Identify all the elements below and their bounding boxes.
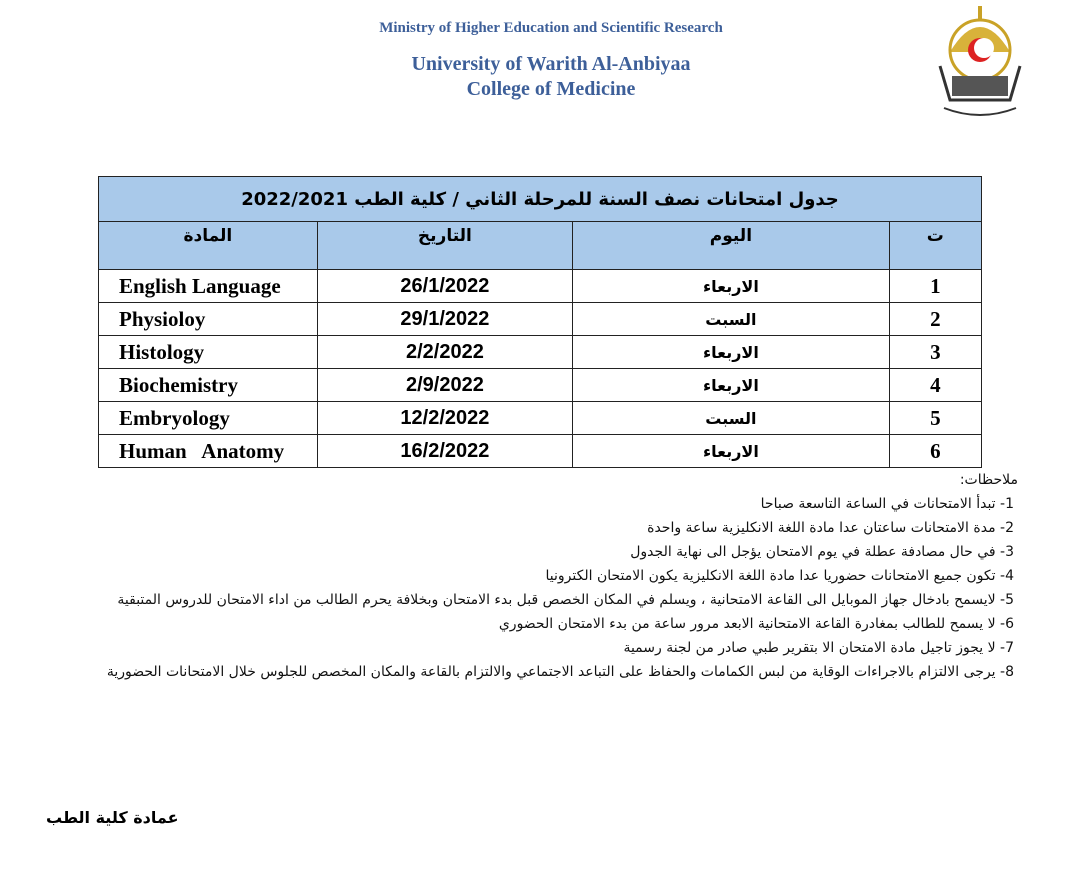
- table-cell: Embryology: [98, 401, 318, 435]
- column-header: المادة: [98, 221, 318, 270]
- table-cell: الاربعاء: [572, 335, 890, 369]
- table-cell: 4: [888, 368, 983, 402]
- university: University of Warith Al-Anbiyaa: [411, 53, 691, 75]
- table-cell: 5: [888, 401, 983, 435]
- table-cell: السبت: [572, 302, 890, 336]
- table-cell: 6: [888, 434, 983, 468]
- table-row: Human Anatomy 16/2/2022 الاربعاء 6: [98, 434, 983, 468]
- table-cell: السبت: [572, 401, 890, 435]
- note-item: 2- مدة الامتحانات ساعتان عدا مادة اللغة …: [647, 520, 1014, 536]
- table-row: Biochemistry 2/9/2022 الاربعاء 4: [98, 368, 983, 402]
- table-cell: Histology: [98, 335, 318, 369]
- table-row: English Language 26/1/2022 الاربعاء 1: [98, 269, 983, 303]
- signature: عمادة كلية الطب: [46, 808, 179, 827]
- table-cell: الاربعاء: [572, 368, 890, 402]
- column-header: اليوم: [572, 221, 890, 270]
- note-item: 1- تبدأ الامتحانات في الساعة التاسعة صبا…: [760, 496, 1014, 512]
- note-item: 5- لايسمح بادخال جهاز الموبايل الى القاع…: [117, 592, 1014, 608]
- note-item: 4- تكون جميع الامتحانات حضوريا عدا مادة …: [545, 568, 1014, 584]
- table-cell: الاربعاء: [572, 269, 890, 303]
- table-cell: 12/2/2022: [316, 401, 574, 435]
- table-cell: 29/1/2022: [316, 302, 574, 336]
- table-row: Physioloy 29/1/2022 السبت 2: [98, 302, 983, 336]
- notes-list: 1- تبدأ الامتحانات في الساعة التاسعة صبا…: [44, 492, 1014, 684]
- table-cell: Biochemistry: [98, 368, 318, 402]
- table-cell: 26/1/2022: [316, 269, 574, 303]
- table-cell: 3: [888, 335, 983, 369]
- notes-label: ملاحظات:: [959, 472, 1018, 488]
- column-header: ت: [888, 221, 983, 270]
- note-item: 8- يرجى الالتزام بالاجراءات الوقاية من ل…: [106, 664, 1014, 680]
- title-row: جدول امتحانات نصف السنة للمرحلة الثاني /…: [98, 176, 982, 222]
- header-row: المادة التاريخ اليوم ت: [98, 221, 983, 270]
- table-cell: 2: [888, 302, 983, 336]
- table-cell: 2/9/2022: [316, 368, 574, 402]
- table-cell: 2/2/2022: [316, 335, 574, 369]
- table-cell: 16/2/2022: [316, 434, 574, 468]
- logo: [938, 6, 1022, 116]
- column-header: التاريخ: [316, 221, 574, 270]
- table-cell: English Language: [98, 269, 318, 303]
- exam-table: جدول امتحانات نصف السنة للمرحلة الثاني /…: [98, 176, 983, 468]
- table-title: جدول امتحانات نصف السنة للمرحلة الثاني /…: [98, 176, 982, 222]
- table-cell: Human Anatomy: [98, 434, 318, 468]
- ministry: Ministry of Higher Education and Scienti…: [379, 20, 723, 36]
- table-row: Embryology 12/2/2022 السبت 5: [98, 401, 983, 435]
- table-cell: 1: [888, 269, 983, 303]
- note-item: 7- لا يجوز تاجيل مادة الامتحان الا بتقري…: [623, 640, 1014, 656]
- table-cell: الاربعاء: [572, 434, 890, 468]
- college: College of Medicine: [466, 78, 636, 100]
- table-cell: Physioloy: [98, 302, 318, 336]
- note-item: 6- لا يسمح للطالب بمغادرة القاعة الامتحا…: [498, 616, 1014, 632]
- table-row: Histology 2/2/2022 الاربعاء 3: [98, 335, 983, 369]
- note-item: 3- في حال مصادفة عطلة في يوم الامتحان يؤ…: [630, 544, 1014, 560]
